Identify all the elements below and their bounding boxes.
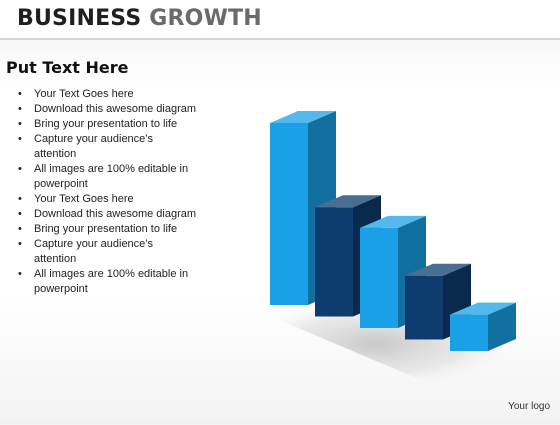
bar-front-face <box>360 227 398 328</box>
logo-text: Your logo <box>508 401 550 412</box>
bar-top-face <box>270 111 336 123</box>
bullet-item: Your Text Goes here <box>18 192 198 207</box>
bar-top-face <box>450 302 516 315</box>
bullet-item: Capture your audience’s attention <box>18 237 198 267</box>
bullet-item: All images are 100% editable in powerpoi… <box>18 267 198 297</box>
floor-shadow <box>232 296 520 392</box>
title-bar: BUSINESS GROWTH <box>0 0 560 40</box>
bar-5 <box>450 302 516 351</box>
bar-front-face <box>315 207 353 317</box>
bullet-item: Download this awesome diagram <box>18 207 198 222</box>
page-title: BUSINESS GROWTH <box>17 5 262 33</box>
bullet-list: Your Text Goes here Download this awesom… <box>18 87 198 297</box>
bar-side-face <box>488 302 516 351</box>
bar-top-face <box>360 215 426 228</box>
bullet-item: Bring your presentation to life <box>18 222 198 237</box>
bar-front-face <box>405 275 443 340</box>
bullet-item: All images are 100% editable in powerpoi… <box>18 162 198 192</box>
title-word-business: BUSINESS <box>17 6 142 31</box>
section-heading: Put Text Here <box>6 58 129 77</box>
bullet-item: Download this awesome diagram <box>18 102 198 117</box>
bullet-item: Your Text Goes here <box>18 87 198 102</box>
bars-group <box>270 111 516 351</box>
bullet-item: Bring your presentation to life <box>18 117 198 132</box>
title-word-growth: GROWTH <box>149 6 262 31</box>
bar-front-face <box>450 314 488 351</box>
bar-top-face <box>315 195 381 208</box>
bar-front-face <box>270 123 308 305</box>
bar-4 <box>405 263 471 340</box>
bar-top-face <box>405 263 471 276</box>
bullet-item: Capture your audience’s attention <box>18 132 198 162</box>
